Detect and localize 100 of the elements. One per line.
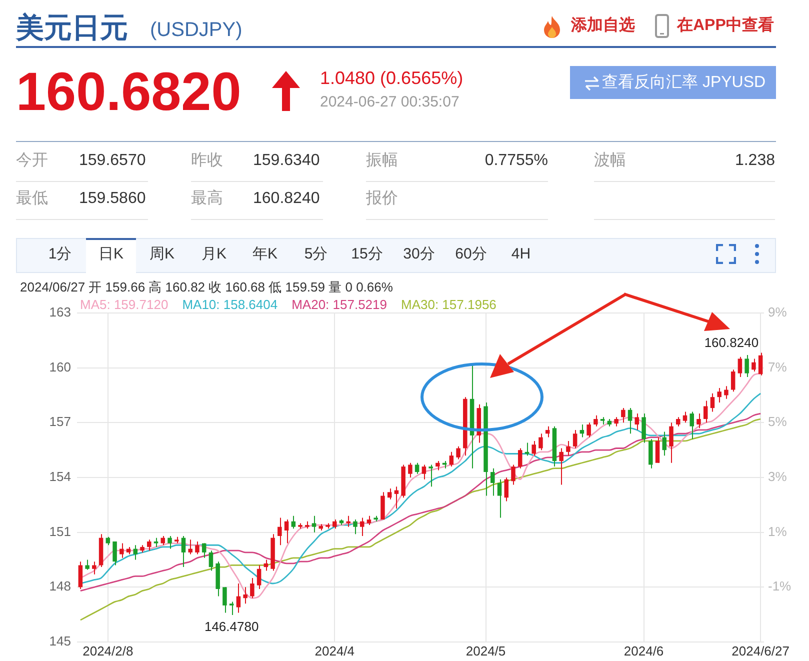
text: MA20: 157.5219 xyxy=(292,297,387,312)
y-tick-label: 148 xyxy=(49,578,71,594)
candlestick xyxy=(332,519,337,530)
text: 添加自选 xyxy=(571,17,635,34)
candlestick xyxy=(408,462,412,478)
candlestick xyxy=(538,433,543,451)
text: 159.5860 xyxy=(79,190,146,207)
candlestick xyxy=(717,387,722,404)
text: 在APP中查看 xyxy=(677,17,774,34)
candlestick xyxy=(181,535,186,568)
candlestick xyxy=(594,414,598,427)
candlestick xyxy=(436,460,440,471)
y2-tick-label: 9% xyxy=(768,304,788,320)
text: 160.6820 xyxy=(16,62,242,122)
candlestick xyxy=(353,519,358,535)
text: 查看反向汇率 JPYUSD xyxy=(602,74,766,91)
candlestick xyxy=(366,515,372,526)
candlestick xyxy=(682,411,688,424)
candlestick xyxy=(422,464,426,480)
text: 昨收 xyxy=(191,152,223,169)
text: 159.6340 xyxy=(253,152,320,169)
candlestick xyxy=(202,542,206,558)
text: 报价 xyxy=(366,190,398,207)
candlestick xyxy=(744,354,749,378)
candlestick xyxy=(572,429,578,449)
annotation: 146.4780 xyxy=(204,619,259,634)
text: 最低 xyxy=(16,190,48,207)
text: 1.238 xyxy=(734,152,775,169)
text: 日K xyxy=(98,246,124,262)
candlestick xyxy=(394,486,399,510)
candlestick xyxy=(559,448,564,486)
y2-tick-label: 5% xyxy=(768,414,788,430)
candlestick xyxy=(229,601,234,616)
candlestick xyxy=(120,542,124,558)
text: 年K xyxy=(252,246,278,262)
text: MA10: 158.6404 xyxy=(182,297,278,312)
text: 159.6570 xyxy=(79,152,146,169)
candlestick xyxy=(676,416,680,427)
candlestick xyxy=(730,369,736,392)
text: MA5: 159.7120 xyxy=(80,297,168,312)
candlestick xyxy=(85,559,90,570)
text: 振幅 xyxy=(366,152,398,169)
candlestick xyxy=(655,436,660,464)
candlestick xyxy=(188,539,192,555)
candlestick xyxy=(236,583,241,614)
text: 美元日元 xyxy=(16,12,128,43)
candlestick xyxy=(511,464,516,486)
candlestick xyxy=(312,515,316,533)
text: 2024-06-27 00:35:07 xyxy=(320,94,460,110)
x-tick-label: 2024/2/8 xyxy=(82,643,134,658)
text: 2024/06/27 开 159.66 高 160.82 收 160.68 低 159.59 量 0 0.66% xyxy=(20,280,393,294)
candlestick xyxy=(497,478,502,518)
text: 15分 xyxy=(351,246,383,262)
text: 60分 xyxy=(455,246,487,262)
x-tick-label: 2024/5 xyxy=(466,643,506,658)
candlestick xyxy=(710,392,715,412)
candlestick xyxy=(532,440,536,456)
candlestick xyxy=(648,438,653,469)
candlestick xyxy=(621,408,626,424)
candlestick xyxy=(243,586,248,604)
candlestick xyxy=(614,416,618,427)
y-tick-label: 145 xyxy=(49,634,71,649)
candlestick xyxy=(504,477,509,502)
x-tick-label: 2024/4 xyxy=(314,643,355,658)
candlestick xyxy=(634,413,640,430)
text: MA30: 157.1956 xyxy=(401,297,496,312)
text: 最高 xyxy=(191,190,223,207)
candlestick xyxy=(133,544,138,560)
text: 30分 xyxy=(403,246,435,262)
text: 波幅 xyxy=(594,152,626,169)
candlestick xyxy=(738,356,742,378)
candlestick xyxy=(456,446,460,460)
candlestick xyxy=(380,492,385,520)
candlestick xyxy=(662,431,667,456)
text: (USDJPY) xyxy=(150,19,242,41)
candlestick xyxy=(580,424,584,438)
text: 1分 xyxy=(48,246,72,262)
candlestick xyxy=(264,559,268,572)
x-tick-label: 2024/6 xyxy=(624,643,664,658)
candlestick xyxy=(669,422,674,464)
candlestick xyxy=(428,464,433,488)
candlestick xyxy=(250,578,254,599)
candlestick xyxy=(545,426,550,438)
candlestick xyxy=(78,561,83,590)
candlestick xyxy=(291,515,296,530)
candlestick xyxy=(92,561,96,575)
candlestick xyxy=(360,517,364,536)
candlestick xyxy=(566,440,570,456)
candlestick xyxy=(414,462,420,474)
candlestick xyxy=(628,408,632,434)
candlestick xyxy=(518,448,522,469)
y-tick-label: 154 xyxy=(49,469,71,484)
text: 4H xyxy=(511,246,531,262)
candlestick xyxy=(195,540,200,555)
text: 0.7755% xyxy=(484,152,548,169)
candlestick xyxy=(490,468,495,496)
candlestick xyxy=(724,386,728,400)
y-tick-label: 151 xyxy=(49,524,71,539)
text: 160.8240 xyxy=(253,190,320,207)
candlestick xyxy=(222,586,227,614)
